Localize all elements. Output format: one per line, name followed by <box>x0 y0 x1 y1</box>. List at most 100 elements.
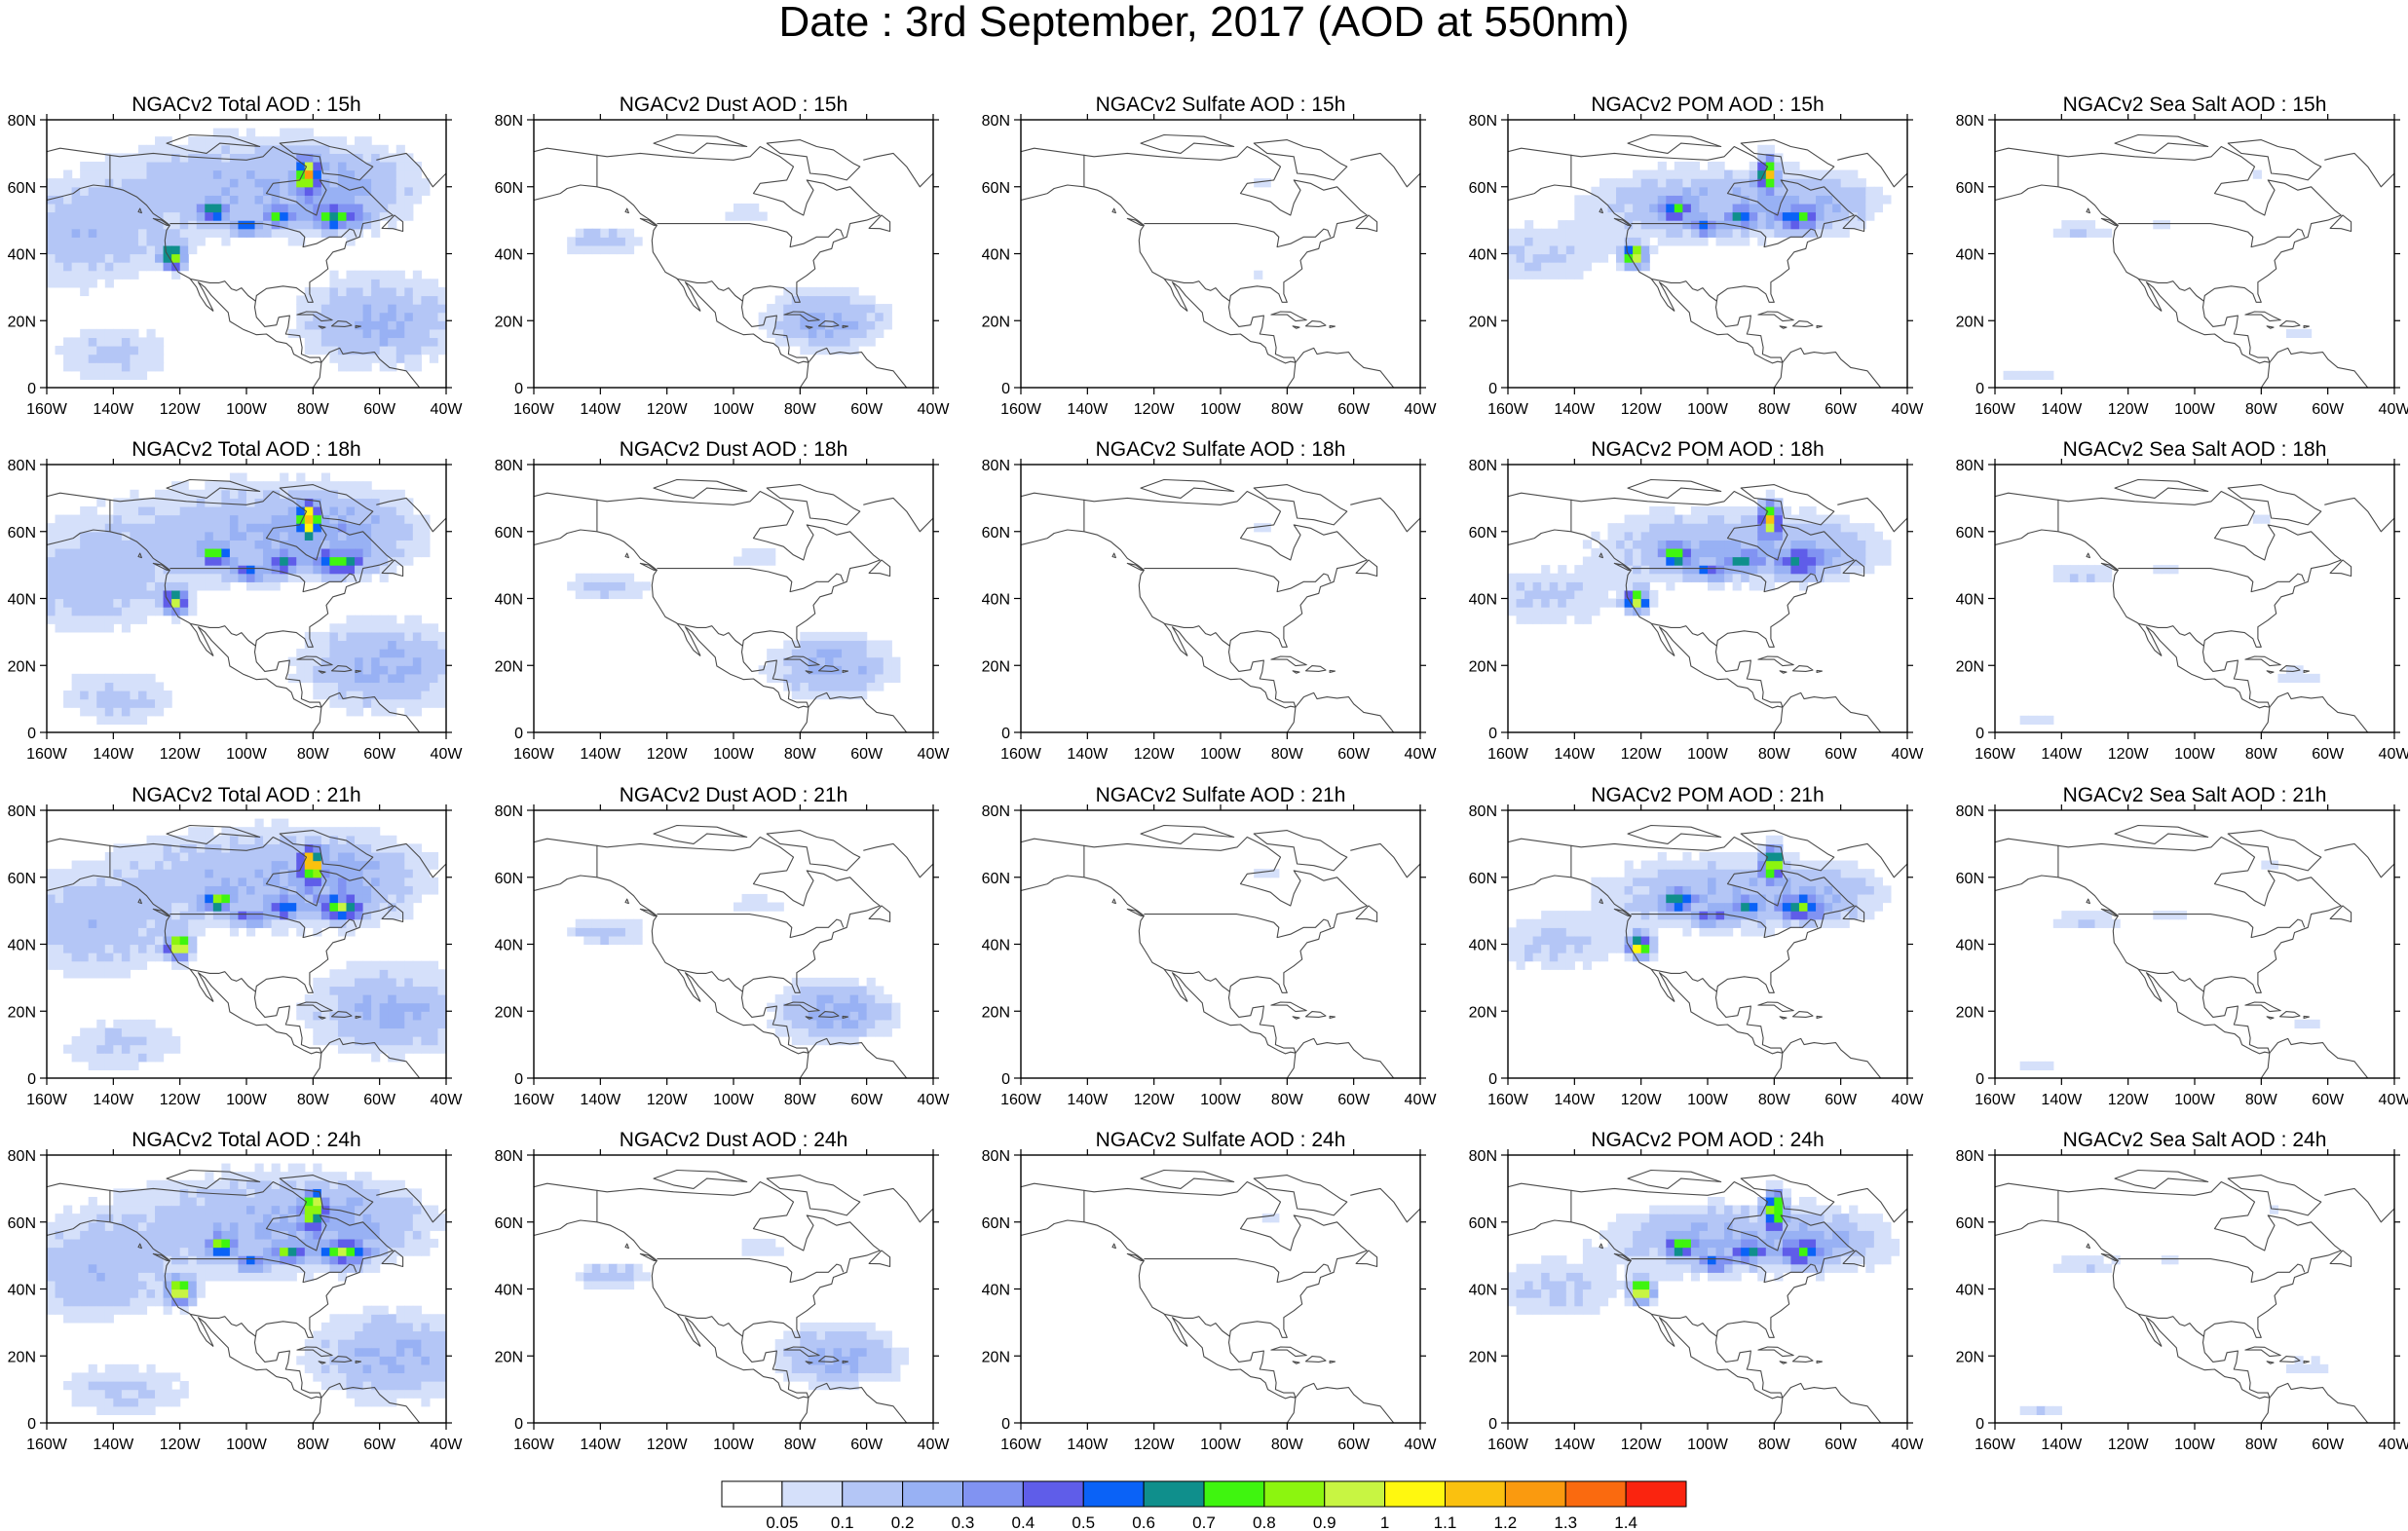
x-tick-label: 120W <box>2108 1437 2150 1453</box>
island-outline <box>2227 1175 2322 1216</box>
border-line <box>2324 152 2394 188</box>
colorbar-label: 0.1 <box>831 1513 854 1531</box>
border-line <box>189 968 256 992</box>
border-line <box>1650 968 1717 992</box>
x-tick-label: 160W <box>1975 401 2016 418</box>
colorbar-label: 0.2 <box>891 1513 915 1531</box>
island-outline <box>1816 324 1824 329</box>
island-outline <box>639 908 657 917</box>
border-line <box>2137 1313 2204 1337</box>
coastline <box>312 707 322 732</box>
x-tick-label: 40W <box>918 401 951 418</box>
x-tick-label: 120W <box>647 1092 689 1108</box>
coastline <box>534 1180 881 1400</box>
x-tick-label: 100W <box>713 401 755 418</box>
x-tick-label: 80W <box>2245 1092 2278 1108</box>
x-tick-label: 60W <box>2312 1092 2345 1108</box>
x-tick-label: 80W <box>1758 401 1791 418</box>
colorbar-swatch <box>721 1480 783 1508</box>
coastline <box>1508 145 1855 364</box>
coastline <box>1995 145 2342 364</box>
coastline <box>47 145 394 364</box>
panel-title: NGACv2 Sea Salt AOD : 18h <box>2063 438 2327 461</box>
island-outline <box>1140 1169 1235 1189</box>
island-outline <box>1126 908 1144 917</box>
border-line <box>1837 842 1907 878</box>
y-tick-label: 60N <box>495 871 523 887</box>
island-outline <box>381 905 404 923</box>
x-tick-label: 60W <box>2312 746 2345 763</box>
x-tick-label: 140W <box>93 1437 134 1453</box>
x-tick-label: 120W <box>2108 1092 2150 1108</box>
colorbar-swatch <box>1564 1480 1627 1508</box>
x-tick-label: 140W <box>1067 1437 1109 1453</box>
island-outline <box>296 1346 333 1358</box>
island-outline <box>766 1175 861 1216</box>
x-tick-label: 160W <box>26 401 68 418</box>
island-outline <box>653 824 748 844</box>
coastline <box>2269 1382 2369 1423</box>
coastline <box>1995 490 2342 709</box>
island-outline <box>1627 824 1722 844</box>
coastline <box>312 362 322 388</box>
border-line <box>1837 497 1907 533</box>
island-outline <box>279 484 374 526</box>
coastline <box>1295 1382 1395 1423</box>
island-outline <box>1757 1346 1794 1358</box>
island-outline <box>1842 1250 1865 1268</box>
aod-field <box>1508 465 1907 732</box>
island-outline <box>137 552 142 559</box>
island-outline <box>653 133 748 154</box>
y-tick-label: 40N <box>1956 1283 1984 1299</box>
map-panel-seasalt-4: NGACv2 Sea Salt AOD : 24h 160W 140W 120W 100… <box>1956 1129 2408 1453</box>
x-tick-label: 100W <box>713 1437 755 1453</box>
border-line <box>376 842 446 878</box>
island-outline <box>1270 311 1307 322</box>
island-outline <box>381 559 404 578</box>
island-outline <box>1304 1356 1327 1363</box>
y-tick-label: 40N <box>495 592 523 609</box>
x-tick-label: 80W <box>1271 401 1304 418</box>
coastline <box>534 836 881 1055</box>
y-tick-label: 40N <box>982 1283 1010 1299</box>
island-outline <box>805 670 813 674</box>
island-outline <box>152 217 169 227</box>
island-outline <box>2100 562 2118 572</box>
x-tick-label: 120W <box>647 401 689 418</box>
y-tick-label: 60N <box>8 525 36 541</box>
x-tick-label: 60W <box>1337 1092 1371 1108</box>
island-outline <box>279 1175 374 1216</box>
y-tick-label: 20N <box>982 314 1010 330</box>
colorbar-label: 0.7 <box>1192 1513 1216 1531</box>
y-tick-label: 60N <box>1956 180 1984 197</box>
coastline <box>1782 1037 1882 1078</box>
island-outline <box>2329 214 2352 233</box>
border-line <box>376 497 446 533</box>
island-outline <box>1757 311 1794 322</box>
panel-title: NGACv2 POM AOD : 18h <box>1591 438 1824 461</box>
x-tick-label: 100W <box>1200 746 1242 763</box>
island-outline <box>842 1015 849 1020</box>
x-tick-label: 160W <box>1487 746 1529 763</box>
border-line <box>1163 1313 1230 1337</box>
aod-field <box>534 465 933 732</box>
island-outline <box>783 311 820 322</box>
island-outline <box>1355 559 1378 578</box>
colorbar-label: 0.9 <box>1313 1513 1336 1531</box>
coastline <box>47 490 394 709</box>
y-tick-label: 40N <box>8 247 36 264</box>
x-tick-label: 140W <box>1067 1092 1109 1108</box>
map-panel-seasalt-1: NGACv2 Sea Salt AOD : 15h 160W 140W 120W 100… <box>1956 93 2408 418</box>
x-tick-label: 160W <box>513 1092 555 1108</box>
x-tick-label: 140W <box>1067 401 1109 418</box>
x-tick-label: 120W <box>1621 401 1663 418</box>
y-tick-label: 60N <box>495 1215 523 1232</box>
island-outline <box>2114 478 2209 499</box>
y-tick-label: 20N <box>1956 1004 1984 1021</box>
border-line <box>863 1187 933 1223</box>
x-tick-label: 60W <box>363 1437 396 1453</box>
coastline <box>1295 1037 1395 1078</box>
x-tick-label: 120W <box>160 1092 202 1108</box>
border-line <box>169 568 357 593</box>
